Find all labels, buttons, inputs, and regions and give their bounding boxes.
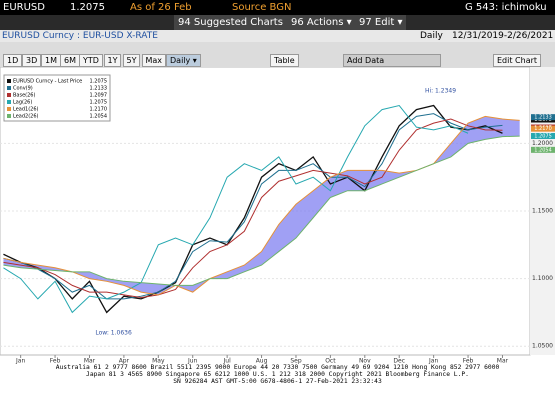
date-range: 12/31/2019-2/26/2021 — [452, 31, 554, 41]
legend-box — [3, 74, 111, 122]
legend-name: Conv(9) — [13, 86, 33, 92]
top-bar: EURUSD 1.2075 As of 26 Feb Source BGN G … — [0, 0, 555, 15]
edit-chart[interactable]: Edit Chart — [493, 54, 542, 67]
y-tick-label: 1.1000 — [532, 275, 553, 282]
annotation: Hi: 1.2349 — [425, 88, 456, 95]
range-button[interactable]: 1D — [3, 54, 23, 67]
x-tick-label: Oct — [325, 358, 336, 365]
annotation: Low: 1.0636 — [95, 329, 132, 336]
series-line — [3, 118, 503, 299]
footer-line: Australia 61 2 9777 8600 Brazil 5511 239… — [55, 364, 500, 371]
last-tag — [531, 114, 555, 121]
security: EURUSD Curncy : EUR-USD X-RATE — [2, 31, 158, 41]
footer: Australia 61 2 9777 8600 Brazil 5511 239… — [0, 364, 555, 400]
series-line — [3, 135, 520, 286]
x-tick-label: Feb — [463, 358, 474, 365]
legend-value: 1.2097 — [90, 93, 108, 99]
actions[interactable]: 96 Actions ▾ — [287, 15, 356, 30]
as-of: As of 26 Feb — [130, 2, 192, 13]
info-bar: EURUSD Curncy : EUR-USD X-RATE Daily 12/… — [0, 30, 555, 42]
series-line — [3, 104, 503, 314]
legend-name: Lag(26) — [13, 100, 32, 106]
x-tick-label: Sep — [290, 358, 302, 365]
legend-value: 1.2170 — [90, 107, 108, 113]
range-button[interactable]: 3D — [22, 54, 42, 67]
x-tick-label: Aug — [256, 358, 268, 365]
x-tick-label: Mar — [497, 358, 509, 365]
x-tick-label: Dec — [393, 358, 405, 365]
frequency[interactable]: Daily ▾ — [166, 54, 201, 67]
x-tick-label: May — [152, 358, 165, 365]
x-tick-label: Feb — [50, 358, 61, 365]
range-button[interactable]: YTD — [79, 54, 103, 67]
legend-value: 1.2075 — [90, 79, 108, 85]
last-tag — [531, 146, 555, 153]
legend-swatch — [7, 107, 11, 111]
ticker: EURUSD — [3, 2, 45, 13]
add-data[interactable]: Add Data — [343, 54, 441, 67]
legend-name: EURUSD Curncy - Last Price — [13, 79, 82, 85]
y-tick-label: 1.2000 — [532, 140, 553, 147]
edit[interactable]: 97 Edit ▾ — [355, 15, 407, 30]
x-tick-label: Nov — [359, 358, 371, 365]
range-button[interactable]: 5Y — [122, 54, 141, 67]
last-tag-label: 1.2170 — [534, 126, 552, 132]
legend: EURUSD Curncy - Last Price 1.2075 Conv(9) 1… — [3, 74, 111, 122]
cloud — [3, 116, 520, 295]
page-code: G 543: ichimoku — [465, 2, 547, 13]
footer-line: Japan 81 3 4565 8900 Singapore 65 6212 1… — [86, 371, 469, 378]
legend-swatch — [7, 100, 11, 104]
suggested-charts[interactable]: 94 Suggested Charts — [174, 15, 287, 30]
range-button[interactable]: 1M — [41, 54, 61, 67]
x-tick-label: Jan — [428, 358, 438, 365]
legend-name: Lead1(26) — [13, 107, 39, 113]
source: Source BGN — [232, 2, 292, 13]
legend-name: Lead2(26) — [13, 114, 39, 120]
last-tag-label: 1.2133 — [534, 115, 552, 121]
y-tick-label: 1.0500 — [532, 343, 553, 350]
period: Daily — [420, 31, 443, 41]
x-tick-label: Jul — [223, 358, 232, 365]
legend-value: 1.2054 — [90, 114, 108, 120]
x-tick-label: Jan — [15, 358, 25, 365]
series-line — [3, 113, 503, 300]
table-button[interactable]: Table — [270, 54, 299, 67]
footer-line: SN 926284 AST GMT-5:00 G678-4806-1 27-Fe… — [173, 378, 382, 385]
legend-swatch — [7, 114, 11, 118]
toolbar: 1D 3D 1M 6M YTD 1Y 5Y Max Daily ▾ Table Add Data Ed… — [0, 42, 555, 67]
last-tag — [531, 133, 555, 140]
legend-swatch — [7, 93, 11, 97]
chart: 1.0500 1.1000 1.1500 1.2000 Jan Feb Mar Apr May J… — [0, 67, 555, 364]
price: 1.2075 — [70, 2, 105, 13]
legend-name: Base(26) — [13, 93, 35, 99]
x-tick-label: Apr — [119, 358, 130, 365]
y-tick-label: 1.1500 — [532, 208, 553, 215]
legend-swatch — [7, 86, 11, 90]
series-line — [3, 104, 469, 314]
legend-swatch — [7, 79, 11, 83]
last-tag — [531, 125, 555, 132]
x-tick-label: Jun — [187, 358, 198, 365]
x-tick-label: Mar — [84, 358, 96, 365]
range-button[interactable]: 6M — [60, 54, 80, 67]
last-tag-label: 1.2054 — [534, 147, 552, 153]
legend-value: 1.2133 — [90, 86, 108, 92]
range-button[interactable]: Max — [141, 54, 167, 67]
range-button[interactable]: 1Y — [103, 54, 122, 67]
menu-bar: 94 Suggested Charts 96 Actions ▾ 97 Edit… — [0, 15, 555, 30]
last-tag-label: 1.2075 — [534, 134, 552, 140]
legend-value: 1.2075 — [90, 100, 108, 106]
